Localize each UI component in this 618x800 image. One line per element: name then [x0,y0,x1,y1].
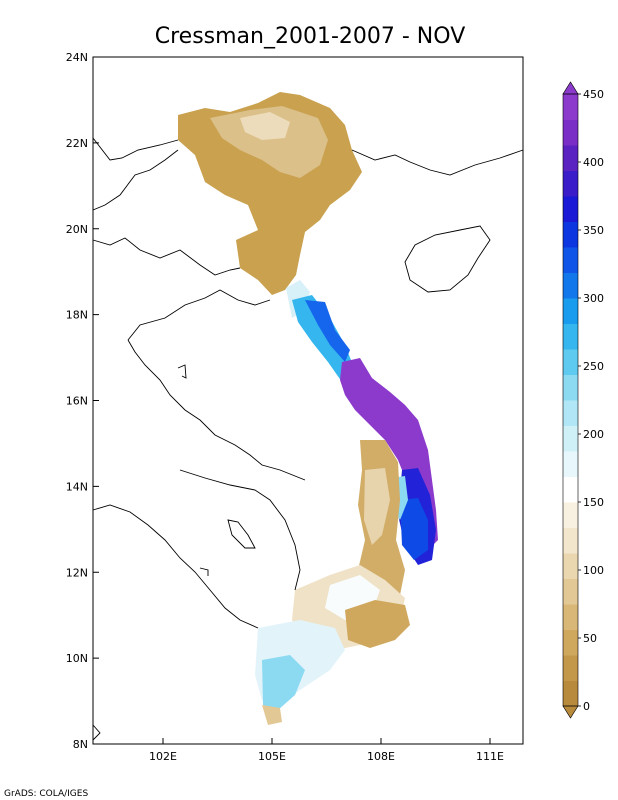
colorbar-label: 0 [583,700,590,713]
colorbar-segment [563,272,578,299]
colorbar-segment [563,400,578,426]
colorbar-label: 450 [583,88,604,101]
lat-tick-label: 14N [66,480,88,493]
north-dry-light [210,106,328,178]
colorbar-segment [563,502,578,528]
colorbar-segment [563,196,578,222]
lat-tick-label: 8N [73,738,88,751]
colorbar-segment [563,119,578,146]
colorbar-segment [563,94,578,120]
colorbar-segment [563,247,578,273]
colorbar: 450 400 350 300 250 200 150 100 50 0 [562,81,604,719]
colorbar-segment [563,680,578,707]
colorbar-label: 100 [583,564,604,577]
colorbar-segment [563,655,578,681]
coastlines [92,137,524,741]
colorbar-label: 50 [583,632,597,645]
lat-tick-label: 22N [66,137,88,150]
colorbar-label: 250 [583,360,604,373]
colorbar-label: 350 [583,224,604,237]
colorbar-segment [563,374,578,401]
colorbar-segment [563,323,578,350]
colorbar-label: 150 [583,496,604,509]
map-frame [92,56,524,745]
colorbar-segment [563,425,578,452]
colorbar-segment [563,145,578,171]
lat-tick-label: 10N [66,652,88,665]
lat-tick-label: 20N [66,223,88,236]
north-dry-pale [240,112,290,140]
colorbar-min-arrow [562,705,579,719]
lat-tick-label: 18N [66,309,88,322]
lat-axis: 24N 22N 20N 18N 16N 14N 12N 10N 8N [66,51,99,751]
colorbar-segment [563,604,578,630]
colorbar-segment [563,629,578,656]
lat-tick-label: 24N [66,51,88,64]
colorbar-segment [563,578,578,605]
colorbar-segment [563,476,578,503]
central-deep-blue [305,300,350,362]
heavy-rain-bright-blue [400,498,428,560]
colorbar-segment [563,527,578,554]
precip-field [178,92,438,725]
grads-credit: GrADS: COLA/IGES [4,789,88,799]
lat-tick-label: 12N [66,566,88,579]
colorbar-max-arrow [562,81,579,95]
lon-tick-label: 102E [149,750,177,763]
colorbar-segment [563,451,578,477]
central-blue [292,295,355,382]
highlands-pale [364,468,390,545]
colorbar-segment [563,221,578,248]
lon-tick-label: 111E [476,750,504,763]
south-tan [345,600,410,648]
lon-axis: 102E 105E 108E 111E [149,738,504,763]
colorbar-label: 200 [583,428,604,441]
colorbar-label: 400 [583,156,604,169]
lon-tick-label: 105E [258,750,286,763]
lon-tick-label: 108E [367,750,395,763]
colorbar-segment [563,349,578,375]
colorbar-segment [563,298,578,324]
camau-tip [262,705,282,725]
colorbar-segment [563,553,578,579]
colorbar-border [562,93,579,707]
lat-tick-label: 16N [66,395,88,408]
mekong-blue [262,655,305,710]
colorbar-segment [563,170,578,197]
colorbar-label: 300 [583,292,604,305]
map-title: Cressman_2001-2007 - NOV [155,24,466,49]
